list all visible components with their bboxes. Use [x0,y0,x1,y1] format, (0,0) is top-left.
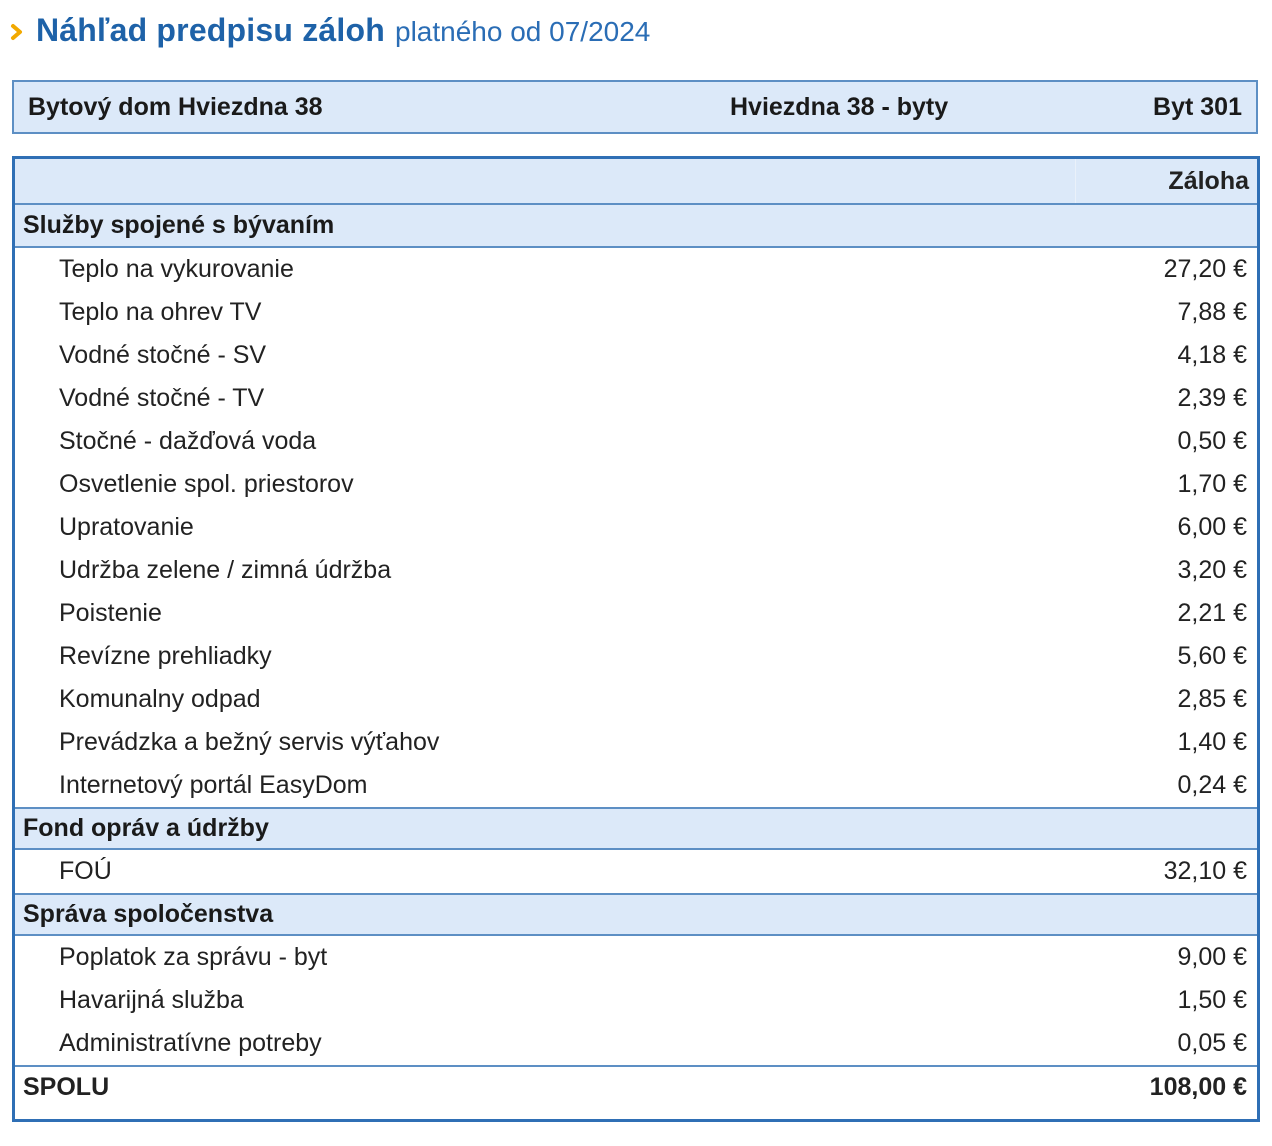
table-row: Poplatok za správu - byt 9,00 € [15,936,1257,979]
item-name: Udržba zelene / zimná údržba [59,556,392,584]
item-name: Vodné stočné - TV [59,384,265,412]
item-name: Vodné stočné - SV [59,341,267,369]
unit-info-bar: Bytový dom Hviezdna 38 Hviezdna 38 - byt… [12,80,1258,134]
item-name: Revízne prehliadky [59,642,272,670]
table-row: Teplo na vykurovanie 27,20 € [15,248,1257,291]
column-header-zaloha: Záloha [1168,166,1249,195]
item-name: Osvetlenie spol. priestorov [59,470,354,498]
table-row: Stočné - dažďová voda 0,50 € [15,420,1257,463]
table-row: Komunalny odpad 2,85 € [15,678,1257,721]
table-row: Prevádzka a bežný servis výťahov 1,40 € [15,721,1257,764]
item-value: 9,00 € [1177,943,1247,971]
item-name: Prevádzka a bežný servis výťahov [59,728,440,756]
table-row: Havarijná služba 1,50 € [15,979,1257,1022]
item-name: Upratovanie [59,513,194,541]
table-row: Vodné stočné - TV 2,39 € [15,377,1257,420]
table-row: Revízne prehliadky 5,60 € [15,635,1257,678]
item-value: 0,05 € [1177,1029,1247,1057]
table-row: Vodné stočné - SV 4,18 € [15,334,1257,377]
section-header-repair-fund: Fond opráv a údržby [15,807,1257,850]
item-name: Stočné - dažďová voda [59,427,317,455]
section-header-services: Služby spojené s bývaním [15,205,1257,248]
table-row: Udržba zelene / zimná údržba 3,20 € [15,549,1257,592]
item-name: Administratívne potreby [59,1029,322,1057]
item-value: 2,39 € [1177,384,1247,412]
item-name: Komunalny odpad [59,685,261,713]
section-title: Správa spoločenstva [23,900,274,928]
item-value: 1,40 € [1177,728,1247,756]
section-title: Služby spojené s bývaním [23,211,335,239]
table-header-row: Záloha [15,159,1257,205]
item-value: 4,18 € [1177,341,1247,369]
entrance-name: Hviezdna 38 - byty [730,92,949,121]
page-subtitle: platného od 07/2024 [395,16,651,47]
table-row: Teplo na ohrev TV 7,88 € [15,291,1257,334]
total-value: 108,00 € [1149,1073,1247,1101]
item-value: 1,70 € [1177,470,1247,498]
item-value: 6,00 € [1177,513,1247,541]
item-value: 3,20 € [1177,556,1247,584]
total-row: SPOLU 108,00 € [15,1065,1257,1108]
total-label: SPOLU [23,1073,110,1101]
building-name: Bytový dom Hviezdna 38 [28,92,323,121]
advance-payments-table: Záloha Služby spojené s bývaním Teplo na… [12,156,1260,1122]
table-row: Internetový portál EasyDom 0,24 € [15,764,1257,807]
page-header: Náhľad predpisu záloh platného od 07/202… [10,12,650,49]
item-value: 2,85 € [1177,685,1247,713]
page-title: Náhľad predpisu záloh [36,12,386,48]
item-value: 7,88 € [1177,298,1247,326]
unit-name: Byt 301 [1153,92,1242,121]
item-value: 2,21 € [1177,599,1247,627]
item-name: Teplo na ohrev TV [59,298,262,326]
item-name: Poplatok za správu - byt [59,943,328,971]
table-row: FOÚ 32,10 € [15,850,1257,893]
item-name: Havarijná služba [59,986,244,1014]
table-row: Osvetlenie spol. priestorov 1,70 € [15,463,1257,506]
item-name: FOÚ [59,857,112,885]
section-title: Fond opráv a údržby [23,814,269,842]
item-name: Internetový portál EasyDom [59,771,368,799]
item-value: 32,10 € [1163,857,1247,885]
table-row: Poistenie 2,21 € [15,592,1257,635]
chevron-right-icon [11,24,22,40]
item-name: Teplo na vykurovanie [59,255,294,283]
item-name: Poistenie [59,599,162,627]
item-value: 27,20 € [1163,255,1247,283]
item-value: 0,24 € [1177,771,1247,799]
item-value: 0,50 € [1177,427,1247,455]
section-header-administration: Správa spoločenstva [15,893,1257,936]
table-row: Administratívne potreby 0,05 € [15,1022,1257,1065]
item-value: 5,60 € [1177,642,1247,670]
table-row: Upratovanie 6,00 € [15,506,1257,549]
item-value: 1,50 € [1177,986,1247,1014]
